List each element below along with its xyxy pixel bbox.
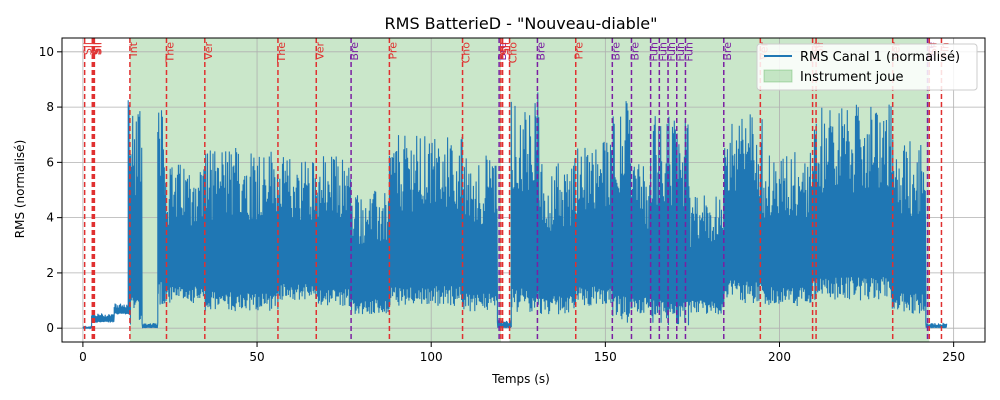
marker-label: Sil [89, 42, 102, 55]
marker-label: Sil [498, 42, 511, 55]
legend-label-instrument-joue: Instrument joue [800, 70, 903, 85]
y-tick-label: 2 [46, 266, 54, 280]
x-tick-label: 200 [768, 350, 791, 364]
x-tick-label: 0 [79, 350, 87, 364]
marker-label: Fun [648, 42, 661, 62]
marker-label: Bre [721, 42, 734, 61]
marker-label: Sil [500, 42, 513, 55]
marker-label: Cho [460, 42, 473, 64]
x-tick-label: 150 [594, 350, 617, 364]
marker-label: Bre [609, 42, 622, 61]
x-tick-label: 50 [249, 350, 264, 364]
marker-label: Fun [674, 42, 687, 62]
marker-label: Bre [496, 42, 509, 61]
y-tick-label: 0 [46, 321, 54, 335]
marker-label: Pre [573, 42, 586, 60]
legend: RMS Canal 1 (normalisé) Instrument joue [756, 43, 978, 91]
marker-label: The [163, 42, 176, 64]
x-axis-label: Temps (s) [491, 372, 550, 386]
marker-label: Fun [682, 42, 695, 62]
x-tick-label: 250 [942, 350, 965, 364]
marker-label: Ver [313, 42, 326, 60]
legend-label-rms-canal-1: RMS Canal 1 (normalisé) [800, 50, 960, 65]
y-tick-label: 6 [46, 155, 54, 169]
y-axis-label: RMS (normalisé) [13, 140, 27, 239]
series-line-rms-canal-1 [82, 92, 948, 330]
marker-label: Sil [90, 42, 103, 55]
marker-label: Bre [348, 42, 361, 61]
chart-title: RMS BatterieD - "Nouveau-diable" [385, 14, 658, 33]
marker-label: Pre [386, 42, 399, 60]
marker-label: Cho [507, 42, 520, 64]
y-tick-label: 8 [46, 100, 54, 114]
marker-label: Fun [665, 42, 678, 62]
marker-label: Bre [534, 42, 547, 61]
marker-label: Ver [202, 42, 215, 60]
marker-label: Sil [91, 42, 104, 55]
marker-label: The [275, 42, 288, 64]
marker-label: Bre [628, 42, 641, 61]
plot-frame [61, 37, 986, 343]
legend-swatch-instrument-joue [763, 69, 793, 83]
y-tick-label: 10 [39, 45, 54, 59]
y-tick-label: 4 [46, 211, 54, 225]
x-tick-label: 100 [420, 350, 443, 364]
marker-label: Fun [656, 42, 669, 62]
legend-box [756, 43, 978, 91]
marker-label: Sil [82, 42, 95, 55]
marker-label: Int [127, 41, 140, 56]
